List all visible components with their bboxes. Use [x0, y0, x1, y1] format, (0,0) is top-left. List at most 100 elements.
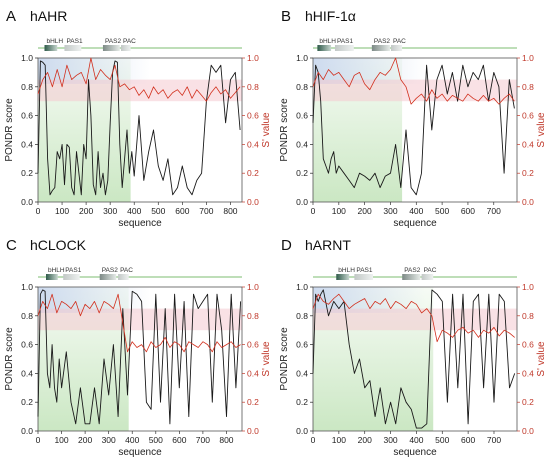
left-tick-label: 0.2	[296, 168, 308, 178]
domain-block-bhlh	[317, 45, 332, 51]
right-tick-label: 0.4	[522, 368, 534, 378]
right-tick-label: 0.2	[522, 168, 534, 178]
x-tick-label: 100	[54, 435, 68, 445]
left-y-axis-label: PONDR score	[4, 98, 15, 162]
domain-label-pas1: PAS1	[65, 267, 82, 274]
panel-title: hARNT	[305, 237, 351, 253]
right-tick-label: 0.8	[247, 82, 259, 92]
right-tick-label: 0.6	[522, 340, 534, 350]
x-tick-label: 700	[199, 206, 213, 216]
x-tick-label: 100	[332, 435, 346, 445]
domain-block-pas1	[334, 45, 354, 51]
x-tick-label: 600	[175, 206, 189, 216]
panel-letter: D	[281, 237, 292, 254]
pink-band-shade	[313, 308, 517, 331]
domain-block-pas1	[354, 274, 373, 280]
x-tick-label: 0	[311, 206, 316, 216]
x-tick-label: 400	[409, 206, 423, 216]
panel-title: hCLOCK	[30, 237, 87, 253]
domain-block-pas2	[99, 274, 117, 280]
panel-letter: A	[6, 8, 16, 25]
x-tick-label: 700	[487, 206, 501, 216]
left-tick-label: 0.6	[21, 111, 33, 121]
x-tick-label: 300	[103, 206, 117, 216]
pondr-line	[312, 64, 515, 196]
x-tick-label: 200	[358, 206, 372, 216]
right-tick-label: 0.6	[247, 340, 259, 350]
x-axis-label: sequence	[118, 218, 162, 229]
s-value-line	[312, 57, 515, 105]
right-tick-label: 1.0	[247, 282, 259, 292]
x-tick-label: 0	[36, 435, 41, 445]
left-tick-label: 0.2	[21, 397, 33, 407]
x-tick-label: 400	[409, 435, 423, 445]
x-tick-label: 200	[79, 206, 93, 216]
domain-block-pac	[421, 274, 434, 280]
right-tick-label: 0.0	[247, 197, 259, 207]
left-tick-label: 0.8	[296, 82, 308, 92]
domain-label-pas2: PAS2	[105, 38, 122, 45]
x-axis-label: sequence	[118, 447, 162, 458]
right-tick-label: 0.8	[522, 82, 534, 92]
left-tick-label: 0.8	[21, 311, 33, 321]
right-tick-label: 0.2	[247, 168, 259, 178]
x-tick-label: 500	[151, 206, 165, 216]
domain-label-bhlh: bHLH	[319, 38, 336, 45]
domain-label-bhlh: bHLH	[338, 267, 355, 274]
x-axis-label: sequence	[393, 218, 437, 229]
domain-block-bhlh	[46, 274, 58, 280]
pink-band-shade	[313, 79, 517, 102]
left-tick-label: 0.6	[296, 111, 308, 121]
domain-block-pas2	[371, 45, 390, 51]
domain-block-pac	[390, 45, 403, 51]
domain-block-bhlh	[336, 274, 350, 280]
left-tick-label: 0.4	[296, 139, 308, 149]
right-tick-label: 0.2	[247, 397, 259, 407]
domain-label-pas1: PAS1	[337, 38, 354, 45]
left-y-axis-label: PONDR score	[279, 327, 290, 391]
right-tick-label: 0.4	[247, 368, 259, 378]
domain-block-pac	[118, 274, 129, 280]
domain-block-pas2	[102, 45, 120, 51]
left-tick-label: 0.8	[21, 82, 33, 92]
domain-block-pas1	[64, 45, 82, 51]
left-tick-label: 0.6	[21, 340, 33, 350]
x-tick-label: 700	[487, 435, 501, 445]
left-tick-label: 0.2	[296, 397, 308, 407]
right-tick-label: 0.8	[247, 311, 259, 321]
domain-block-pas2	[402, 274, 421, 280]
x-tick-label: 700	[196, 435, 210, 445]
panel-letter: B	[281, 8, 291, 25]
plot-frame	[37, 286, 243, 432]
domain-label-pac: PAC	[123, 38, 136, 45]
x-tick-label: 100	[332, 206, 346, 216]
s-value-line	[37, 57, 241, 102]
domain-label-pac: PAC	[424, 267, 437, 274]
x-tick-label: 0	[36, 206, 41, 216]
left-tick-label: 1.0	[296, 282, 308, 292]
x-tick-label: 600	[461, 435, 475, 445]
left-tick-label: 0.0	[296, 426, 308, 436]
right-tick-label: 1.0	[247, 53, 259, 63]
right-tick-label: 0.0	[247, 426, 259, 436]
domain-label-pac: PAC	[120, 267, 133, 274]
right-tick-label: 0.4	[247, 139, 259, 149]
right-y-axis-label: S' value	[536, 112, 547, 148]
right-y-axis-label: S' value	[261, 112, 272, 148]
right-tick-label: 0.6	[247, 111, 259, 121]
right-tick-label: 0.6	[522, 111, 534, 121]
domain-label-pas2: PAS2	[404, 267, 421, 274]
x-tick-label: 300	[383, 206, 397, 216]
x-tick-label: 300	[383, 435, 397, 445]
left-tick-label: 1.0	[296, 53, 308, 63]
domain-label-pac: PAC	[393, 38, 406, 45]
left-y-axis-label: PONDR score	[4, 327, 15, 391]
right-tick-label: 0.8	[522, 311, 534, 321]
x-tick-label: 400	[125, 435, 139, 445]
x-tick-label: 600	[172, 435, 186, 445]
right-tick-label: 0.2	[522, 397, 534, 407]
